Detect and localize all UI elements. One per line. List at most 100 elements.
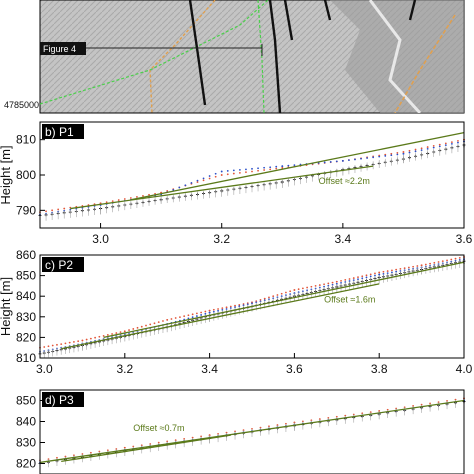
y-tick-label: 850 bbox=[16, 269, 36, 283]
profile-panel-1: 790 800 810 3.0 3.2 3.4 3.6 Offset ≈2.2m b) P1 He… bbox=[0, 121, 473, 246]
data-point bbox=[275, 167, 278, 170]
data-point bbox=[119, 331, 122, 334]
data-point bbox=[187, 314, 190, 317]
data-point bbox=[191, 436, 194, 439]
data-point bbox=[269, 166, 272, 169]
data-point bbox=[221, 308, 224, 311]
data-point bbox=[263, 297, 266, 300]
data-point bbox=[81, 339, 84, 342]
data-point bbox=[242, 303, 245, 305]
data-point bbox=[226, 170, 229, 172]
data-point bbox=[238, 303, 241, 306]
data-point bbox=[117, 199, 120, 201]
data-point bbox=[217, 309, 219, 312]
data-point bbox=[386, 408, 389, 411]
y-tick-label: 820 bbox=[16, 330, 36, 344]
data-point bbox=[276, 294, 279, 296]
data-point bbox=[51, 344, 54, 347]
x-tick-label: 3.4 bbox=[201, 362, 218, 376]
data-point bbox=[450, 143, 453, 145]
y-tick-label: 800 bbox=[16, 168, 36, 182]
data-point bbox=[327, 282, 330, 285]
data-point bbox=[318, 418, 321, 420]
data-point bbox=[399, 268, 402, 270]
x-tick-label: 3.8 bbox=[371, 362, 388, 376]
data-point bbox=[301, 290, 304, 293]
data-point bbox=[214, 175, 217, 178]
data-point bbox=[297, 288, 300, 291]
data-point bbox=[318, 284, 321, 286]
data-point bbox=[416, 265, 419, 267]
data-point bbox=[414, 150, 417, 153]
data-point bbox=[136, 196, 138, 198]
data-point bbox=[204, 310, 207, 313]
data-point bbox=[98, 450, 101, 453]
data-point bbox=[314, 285, 317, 287]
data-point bbox=[232, 172, 235, 175]
data-point bbox=[60, 343, 63, 345]
data-point bbox=[64, 342, 67, 345]
data-point bbox=[242, 429, 245, 432]
data-point bbox=[56, 343, 58, 346]
data-point bbox=[202, 177, 205, 180]
x-tick-label: 3.2 bbox=[213, 232, 230, 246]
profile-panel-2: 810 820 830 840 850 860 3.0 3.2 3.4 3.6 3.8 4.0 Offs… bbox=[0, 248, 473, 376]
data-point bbox=[366, 157, 368, 159]
data-point bbox=[132, 445, 135, 448]
data-point bbox=[178, 186, 181, 189]
data-point bbox=[172, 188, 175, 191]
shaded-relief-map: Figure 4 4785000 bbox=[4, 0, 465, 114]
data-point bbox=[196, 181, 199, 183]
data-point bbox=[402, 152, 405, 155]
data-point bbox=[105, 201, 108, 204]
data-point bbox=[310, 419, 313, 422]
data-point bbox=[408, 149, 411, 152]
data-point bbox=[174, 439, 177, 442]
data-point bbox=[208, 177, 211, 180]
data-point bbox=[450, 258, 453, 261]
data-point bbox=[391, 271, 393, 274]
data-point bbox=[327, 417, 330, 419]
data-point bbox=[403, 406, 406, 409]
figure-4-badge bbox=[40, 42, 86, 55]
fault-line-4 bbox=[323, 0, 332, 21]
data-point bbox=[94, 336, 97, 339]
data-point bbox=[220, 174, 223, 176]
data-point bbox=[276, 296, 279, 299]
fault-line-2 bbox=[268, 0, 282, 113]
data-point bbox=[98, 335, 101, 338]
offset-annotation: Offset ≈2.2m bbox=[319, 176, 370, 186]
data-point bbox=[257, 169, 259, 172]
data-point bbox=[246, 303, 249, 306]
data-point bbox=[77, 340, 80, 343]
data-point bbox=[293, 289, 296, 291]
fault-line-5 bbox=[408, 0, 417, 21]
data-point bbox=[208, 175, 211, 177]
data-point bbox=[402, 151, 405, 153]
data-point bbox=[426, 147, 429, 150]
data-point bbox=[184, 184, 187, 187]
data-point bbox=[285, 422, 287, 425]
data-point bbox=[301, 420, 304, 423]
data-point bbox=[242, 304, 245, 307]
data-point bbox=[263, 166, 266, 169]
data-point bbox=[281, 167, 284, 169]
y-tick-label: 840 bbox=[16, 289, 36, 303]
data-point bbox=[149, 323, 152, 326]
data-point bbox=[204, 312, 207, 315]
data-point bbox=[217, 308, 219, 310]
data-point bbox=[454, 257, 457, 260]
data-point bbox=[391, 269, 393, 272]
profile-panel-3: 820 830 840 850 Offset ≈0.7m d) P3 bbox=[16, 389, 466, 474]
data-point bbox=[441, 260, 444, 263]
plot-frame bbox=[39, 121, 465, 229]
data-point bbox=[251, 170, 253, 173]
data-point bbox=[432, 144, 435, 147]
x-tick-label: 3.0 bbox=[36, 362, 53, 376]
data-point bbox=[229, 307, 232, 309]
data-point bbox=[162, 320, 164, 322]
data-point bbox=[200, 314, 203, 316]
fit-line bbox=[130, 131, 465, 201]
data-point bbox=[327, 284, 330, 287]
